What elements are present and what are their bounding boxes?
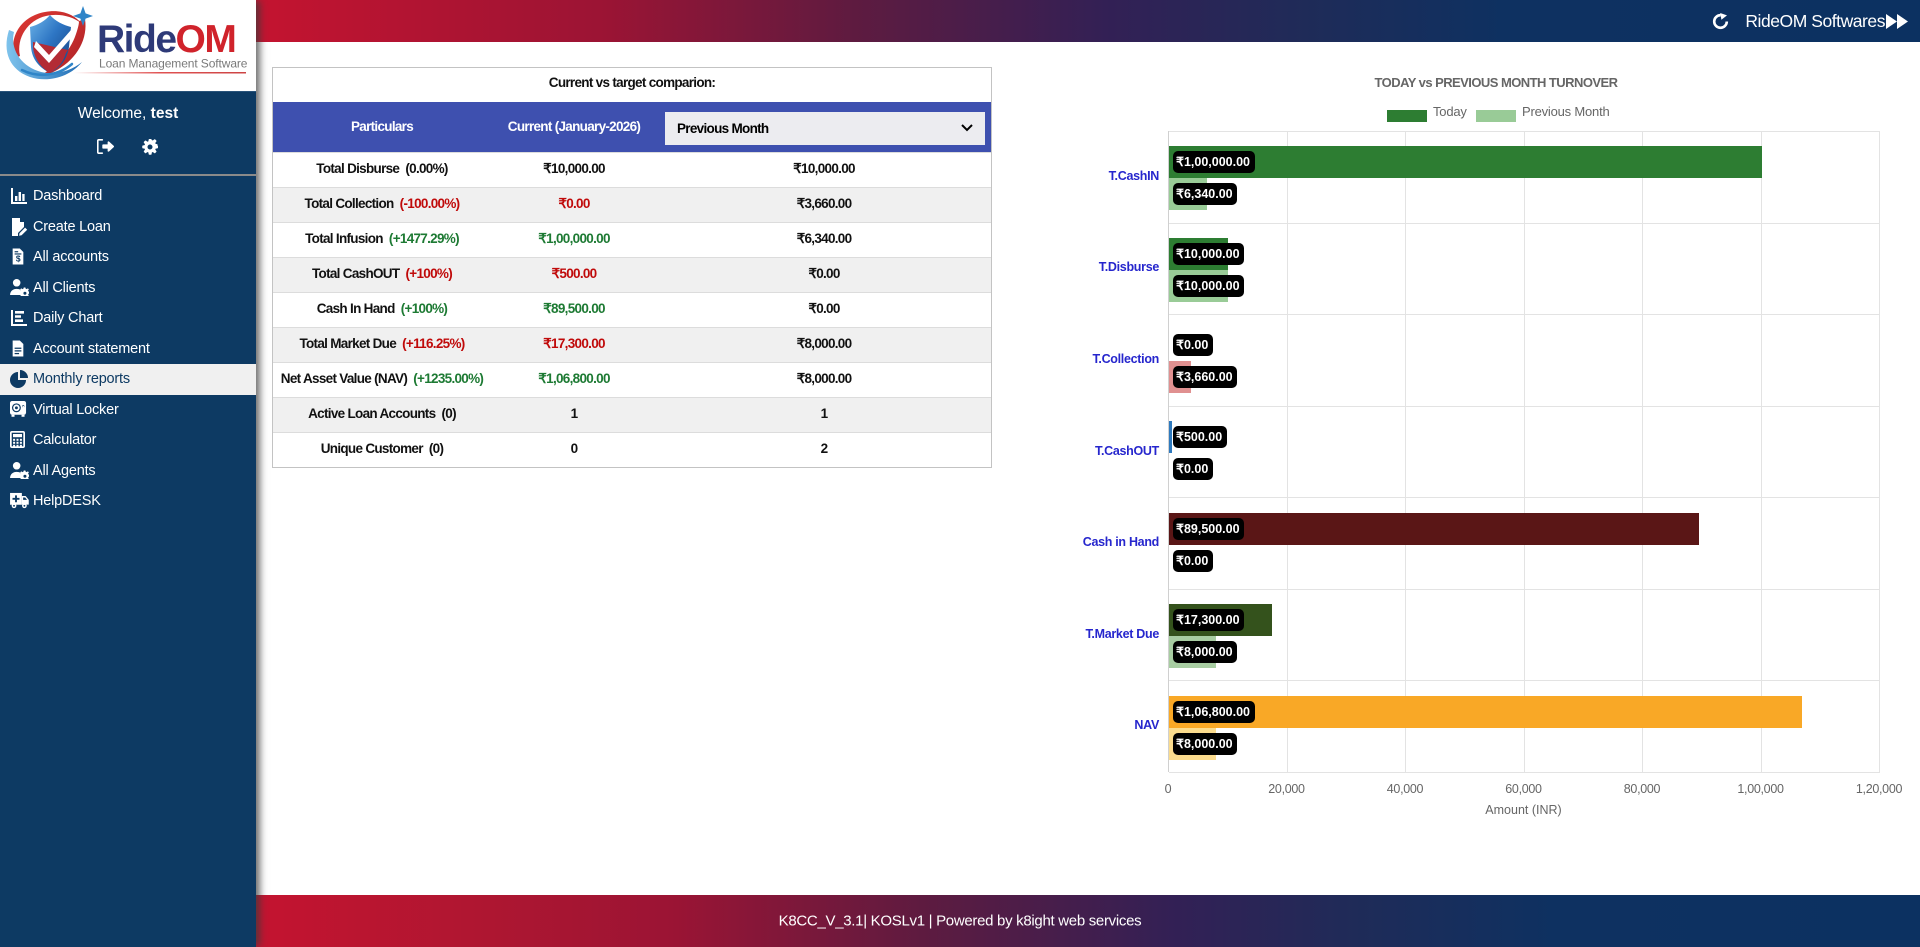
svg-text:$: $ xyxy=(16,254,21,264)
svg-text:Loan Management Software: Loan Management Software xyxy=(99,57,248,71)
svg-text:RideOM: RideOM xyxy=(97,18,235,61)
